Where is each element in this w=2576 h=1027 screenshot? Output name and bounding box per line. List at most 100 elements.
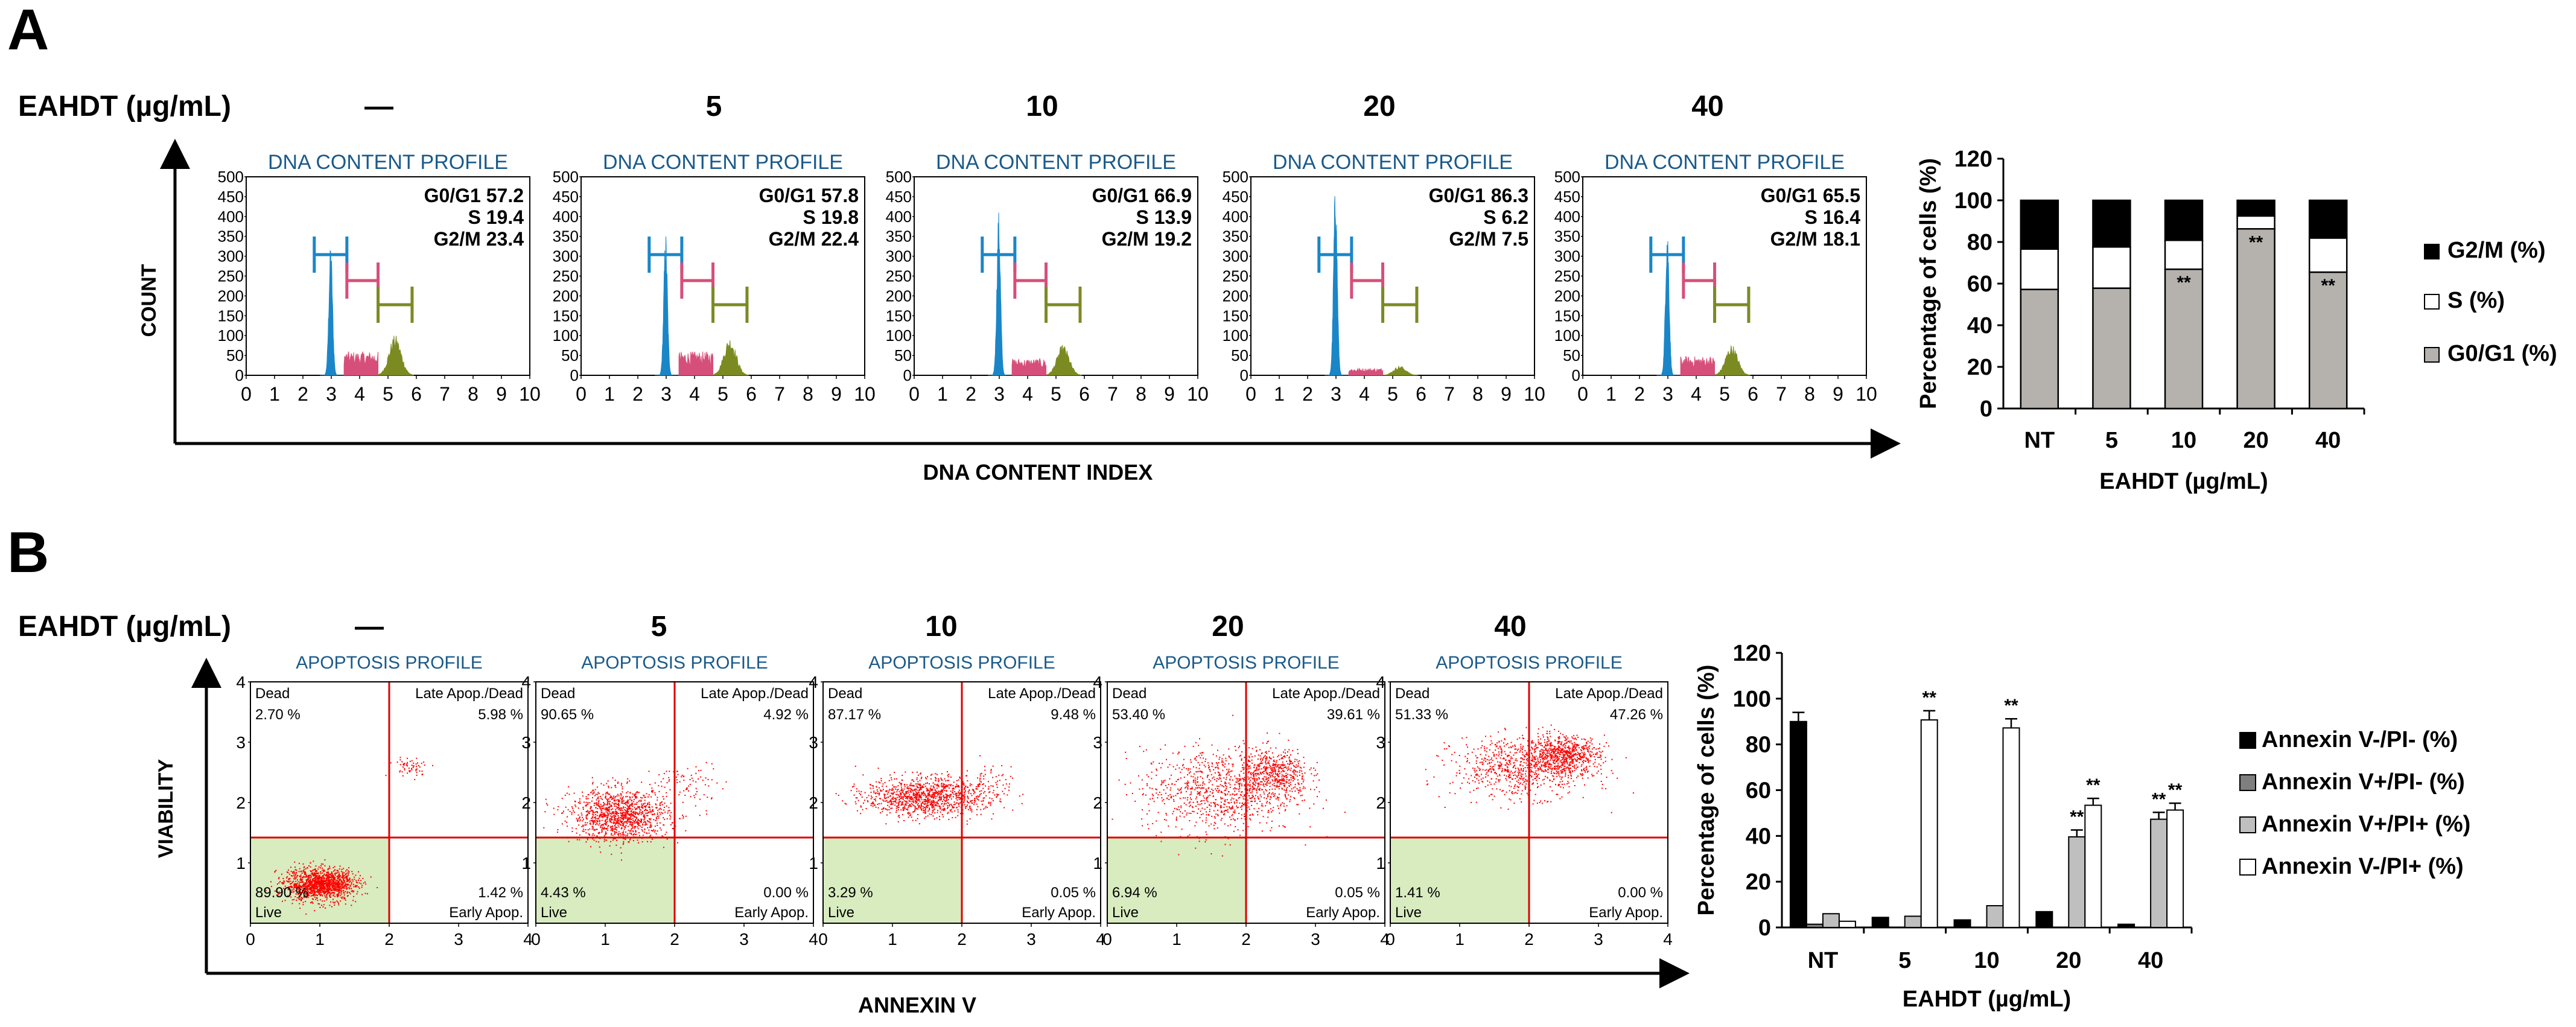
dose-label: 20 bbox=[1212, 611, 1244, 643]
x-tick-label: 7 bbox=[1107, 383, 1118, 405]
y-tick-label: 300 bbox=[1223, 247, 1248, 265]
bar bbox=[1789, 720, 1807, 928]
apoptosis-bar-chart: 0 20 40 60 80 100 120 Percentage of cells (%) EA… bbox=[1694, 641, 2470, 1012]
phase-stat: S 13.9 bbox=[1136, 206, 1192, 228]
quadrant-value: 90.65 % bbox=[541, 707, 594, 723]
bar bbox=[1986, 905, 2004, 928]
y-tick-label: 450 bbox=[218, 188, 244, 206]
y-tick-label: 300 bbox=[553, 247, 579, 265]
category-label: 10 bbox=[1974, 948, 1999, 973]
x-tick-label: 5 bbox=[383, 383, 393, 405]
category-label: 20 bbox=[2243, 428, 2268, 453]
significance-mark: ** bbox=[1922, 688, 1937, 708]
apoptosis-scatter: APOPTOSIS PROFILE 0 1 1 2 2 3 3 4 4 Dead 90.65 % Lat… bbox=[521, 653, 818, 949]
legend-swatch bbox=[2239, 732, 2256, 749]
quadrant-label: Early Apop. bbox=[734, 905, 809, 921]
scatter-title: APOPTOSIS PROFILE bbox=[296, 653, 483, 673]
x-tick-label: 3 bbox=[1331, 383, 1341, 405]
quadrant-label: Late Apop./Dead bbox=[1272, 685, 1380, 702]
s-phase-region bbox=[343, 351, 379, 376]
phase-stat: G0/G1 57.2 bbox=[424, 185, 524, 206]
y-tick-label: 150 bbox=[1554, 307, 1580, 325]
legend-swatch bbox=[2239, 774, 2256, 791]
y-tick-label: 400 bbox=[1554, 208, 1580, 226]
quadrant-value: 5.98 % bbox=[478, 707, 523, 723]
panel-a-dose-labels: — 5 10 20 40 bbox=[364, 91, 1724, 122]
bar bbox=[2166, 809, 2184, 929]
phase-stat: G2/M 19.2 bbox=[1102, 228, 1192, 250]
quadrant-label: Late Apop./Dead bbox=[701, 685, 809, 702]
significance-mark: ** bbox=[2004, 696, 2018, 716]
bar-segment bbox=[2164, 239, 2204, 270]
phase-stat: S 6.2 bbox=[1483, 206, 1528, 228]
x-tick-label: 10 bbox=[1187, 383, 1209, 405]
y-tick-label: 2 bbox=[809, 793, 818, 812]
panel-a-y-axis-label: COUNT bbox=[138, 264, 161, 337]
x-tick-label: 4 bbox=[1663, 930, 1673, 949]
phase-stat: G2/M 22.4 bbox=[769, 228, 859, 250]
y-tick-label: 20 bbox=[1967, 355, 1992, 380]
category-label: 40 bbox=[2315, 428, 2341, 453]
live-quadrant-fill bbox=[536, 838, 675, 923]
x-tick-label: 2 bbox=[632, 383, 643, 405]
x-tick-label: 7 bbox=[1776, 383, 1787, 405]
y-tick-label: 0 bbox=[1980, 396, 1992, 422]
quadrant-value: 4.92 % bbox=[763, 707, 809, 723]
x-tick-label: 4 bbox=[1022, 383, 1033, 405]
phase-stat: S 16.4 bbox=[1804, 206, 1860, 228]
legend-label: Annexin V+/PI+ (%) bbox=[2262, 812, 2470, 837]
quadrant-label: Late Apop./Dead bbox=[1555, 685, 1663, 702]
panel-b-x-axis-label: ANNEXIN V bbox=[858, 993, 976, 1017]
bar-segment bbox=[2020, 288, 2059, 410]
bar bbox=[2150, 818, 2168, 929]
significance-mark: ** bbox=[2177, 273, 2191, 293]
y-tick-label: 450 bbox=[886, 188, 912, 206]
quadrant-label: Live bbox=[255, 905, 282, 921]
category-label: 5 bbox=[2105, 428, 2118, 453]
y-tick-label: 100 bbox=[1554, 326, 1580, 345]
y-tick-label: 400 bbox=[886, 208, 912, 226]
bar bbox=[1871, 917, 1889, 928]
significance-mark: ** bbox=[2321, 276, 2336, 296]
bar-segment bbox=[2092, 199, 2131, 248]
x-tick-label: 7 bbox=[439, 383, 450, 405]
dose-label: 10 bbox=[925, 611, 957, 643]
x-tick-label: 1 bbox=[888, 930, 897, 949]
quadrant-value: 1.42 % bbox=[478, 885, 523, 901]
panel-a-treatment-label: EAHDT (µg/mL) bbox=[18, 91, 231, 122]
x-tick-label: 10 bbox=[854, 383, 876, 405]
x-tick-label: 8 bbox=[803, 383, 813, 405]
y-tick-label: 60 bbox=[1967, 272, 1992, 297]
quadrant-value: 47.26 % bbox=[1610, 707, 1663, 723]
scatter-title: APOPTOSIS PROFILE bbox=[868, 653, 1055, 673]
quadrant-value: 3.29 % bbox=[828, 885, 873, 901]
category-label: 40 bbox=[2138, 948, 2163, 973]
x-tick-label: 4 bbox=[1691, 383, 1702, 405]
y-tick-label: 50 bbox=[226, 346, 244, 364]
quadrant-value: 0.00 % bbox=[1618, 885, 1663, 901]
y-tick-label: 450 bbox=[1554, 188, 1580, 206]
y-tick-label: 250 bbox=[886, 267, 912, 285]
quadrant-value: 0.05 % bbox=[1335, 885, 1380, 901]
y-tick-label: 20 bbox=[1746, 870, 1771, 895]
y-tick-label: 3 bbox=[236, 733, 246, 752]
quadrant-value: 0.05 % bbox=[1051, 885, 1096, 901]
phase-stat: G0/G1 66.9 bbox=[1092, 185, 1192, 206]
g1-peak bbox=[988, 212, 1013, 376]
phase-stat: G0/G1 86.3 bbox=[1429, 185, 1528, 206]
panel-b-y-axis-label: VIABILITY bbox=[154, 759, 177, 859]
scatter-title: APOPTOSIS PROFILE bbox=[1436, 653, 1623, 673]
significance-mark: ** bbox=[2249, 232, 2263, 252]
y-tick-label: 80 bbox=[1746, 733, 1771, 758]
dose-label: 40 bbox=[1691, 91, 1723, 122]
x-tick-label: 4 bbox=[1359, 383, 1370, 405]
bar bbox=[2035, 911, 2053, 929]
cell-cycle-bar-chart: 0 20 40 60 80 100 120 Percentage of cells (%) EA… bbox=[1916, 147, 2557, 494]
x-tick-label: 6 bbox=[1079, 383, 1090, 405]
x-tick-label: 3 bbox=[454, 930, 463, 949]
quadrant-value: 2.70 % bbox=[255, 707, 301, 723]
dna-histogram: DNA CONTENT PROFILE050100150200250300350… bbox=[218, 151, 541, 405]
y-tick-label: 4 bbox=[521, 673, 531, 692]
apoptosis-scatter: APOPTOSIS PROFILE 0 1 1 2 2 3 3 4 4 Dead 53.40 % Lat… bbox=[1093, 653, 1389, 949]
x-tick-label: 4 bbox=[1096, 930, 1105, 949]
